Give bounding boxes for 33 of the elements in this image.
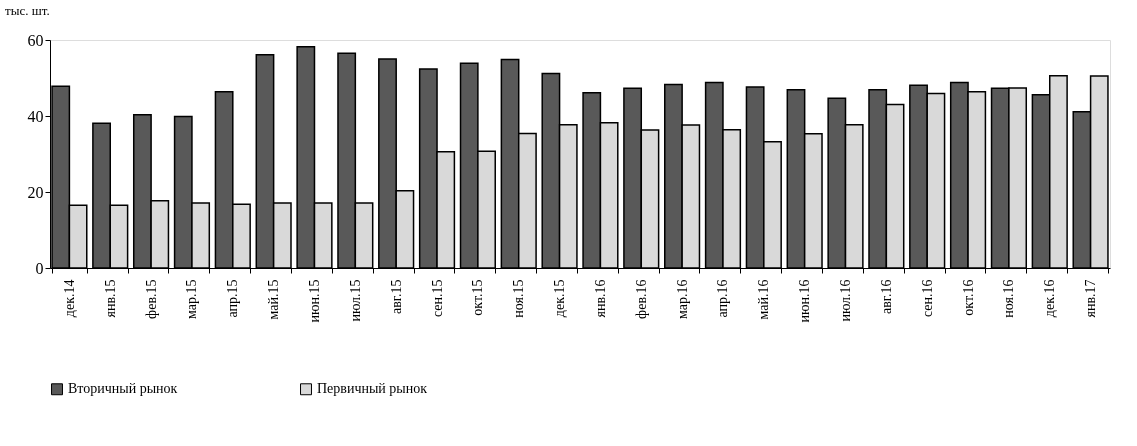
x-tick-label: ноя.16 bbox=[1001, 279, 1017, 318]
x-tick-label: июл.15 bbox=[347, 279, 363, 322]
y-axis-title: тыс. шт. bbox=[5, 3, 50, 18]
x-tick-label: май.16 bbox=[756, 279, 772, 320]
x-tick-label: сен.16 bbox=[919, 279, 935, 318]
x-tick-label: май.15 bbox=[266, 279, 282, 320]
x-tick-label: авг.16 bbox=[878, 279, 894, 314]
x-tick-label: сен.15 bbox=[429, 279, 445, 318]
y-tick-label: 0 bbox=[35, 259, 44, 277]
x-tick-label: апр.15 bbox=[225, 279, 241, 318]
x-tick-label: окт.16 bbox=[960, 279, 976, 316]
x-tick-label: фев.15 bbox=[143, 279, 159, 319]
x-tick-label: мар.16 bbox=[674, 279, 690, 319]
legend-label: Вторичный рынок bbox=[68, 381, 178, 397]
y-tick-label: 60 bbox=[27, 31, 44, 49]
x-tick-label: янв.15 bbox=[102, 279, 118, 318]
x-tick-label: фев.16 bbox=[633, 279, 649, 319]
x-tick-label: окт.15 bbox=[470, 279, 486, 316]
x-tick-label: дек.16 bbox=[1042, 279, 1058, 318]
x-tick-label: янв.17 bbox=[1083, 279, 1099, 318]
y-tick-label: 40 bbox=[27, 107, 44, 125]
legend-label: Первичный рынок bbox=[317, 381, 428, 397]
x-tick-label: мар.15 bbox=[184, 279, 200, 319]
y-tick-label: 20 bbox=[27, 183, 44, 201]
x-tick-label: июл.16 bbox=[838, 279, 854, 322]
x-tick-label: янв.16 bbox=[592, 279, 608, 318]
x-tick-label: дек.15 bbox=[552, 279, 568, 318]
x-tick-label: ноя.15 bbox=[511, 279, 527, 318]
x-tick-label: июн.16 bbox=[797, 279, 813, 323]
x-tick-label: апр.16 bbox=[715, 279, 731, 318]
x-tick-label: авг.15 bbox=[388, 279, 404, 314]
x-tick-label: дек.14 bbox=[61, 279, 77, 318]
x-tick-label: июн.15 bbox=[306, 279, 322, 323]
